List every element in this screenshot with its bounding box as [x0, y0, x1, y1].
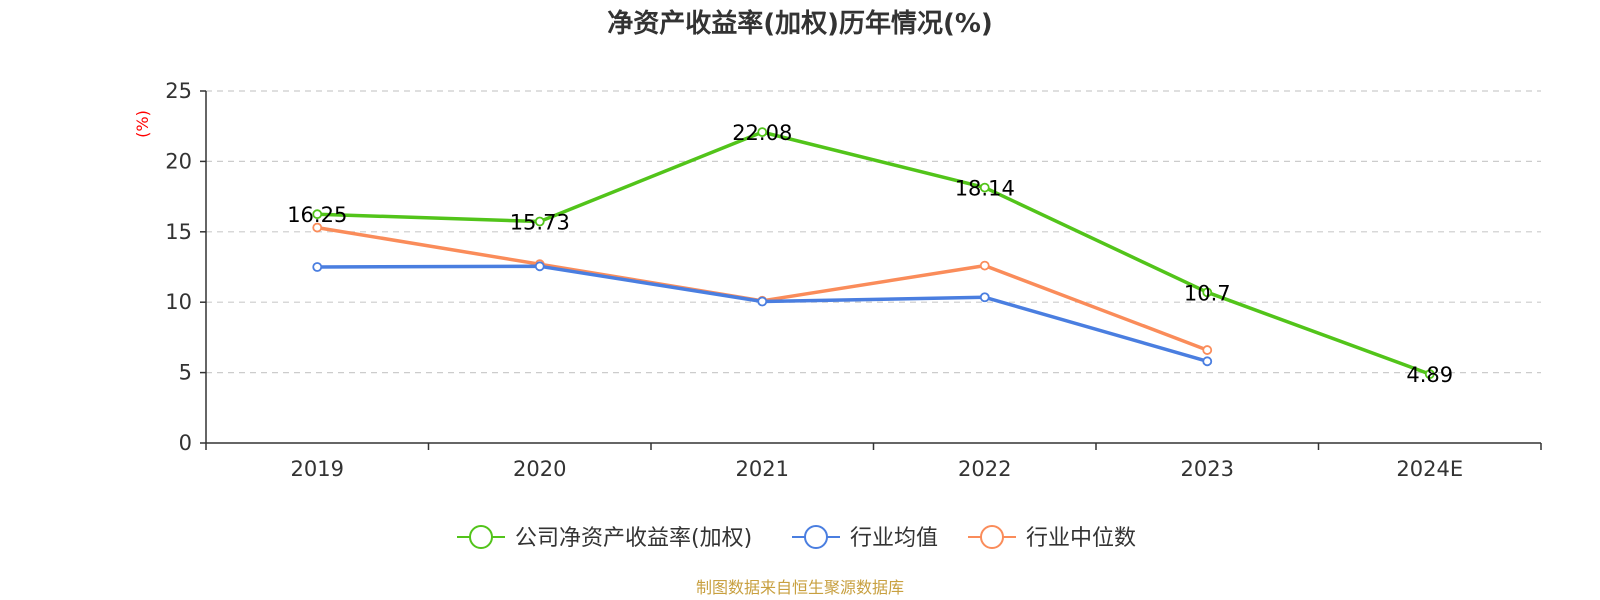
data-label: 22.08	[732, 121, 792, 145]
data-point	[1202, 356, 1213, 367]
x-tick-label: 2020	[513, 457, 566, 481]
data-point	[312, 262, 323, 272]
series-group	[312, 127, 1435, 380]
data-point	[1202, 345, 1213, 355]
legend-marker	[980, 525, 1004, 549]
x-tick-label: 2022	[958, 457, 1011, 481]
data-point	[1202, 287, 1213, 298]
data-label: 10.7	[1184, 281, 1231, 305]
data-point	[312, 209, 323, 220]
x-tick-label: 2019	[291, 457, 344, 481]
legend-item: 行业均值	[792, 525, 938, 551]
series-lines	[312, 127, 1435, 380]
data-point	[534, 216, 545, 227]
legend-label: 公司净资产收益率(加权)	[515, 526, 752, 551]
data-label: 18.14	[955, 177, 1015, 201]
legend-label: 行业均值	[850, 526, 938, 551]
data-labels: 16.25 15.73 22.08 18.14 10.7 4.89	[287, 121, 1453, 387]
legend-item: 公司净资产收益率(加权)	[457, 525, 752, 551]
data-point	[979, 182, 990, 193]
data-point	[979, 292, 990, 303]
y-tick-label: 15	[165, 220, 192, 244]
data-point	[979, 260, 990, 271]
legend-marker	[469, 525, 493, 549]
series-line	[317, 264, 1208, 363]
y-tick-label: 0	[179, 431, 192, 455]
data-label: 16.25	[287, 203, 347, 227]
legend-marker	[804, 525, 828, 549]
y-tick-label: 25	[165, 79, 192, 103]
y-axis-unit-label: (%)	[133, 110, 152, 138]
data-label: 4.89	[1406, 363, 1453, 387]
data-point	[312, 222, 323, 233]
axes: 0 5 10 15 20 25 2019 2020 2021 2022 2023 2024E	[165, 79, 1542, 481]
series-line	[317, 225, 1208, 352]
series-line	[317, 130, 1431, 376]
series-group	[312, 222, 1213, 355]
y-tick-label: 20	[165, 149, 192, 173]
x-tick-label: 2021	[736, 457, 789, 481]
data-point	[534, 261, 545, 272]
legend-label: 行业中位数	[1026, 526, 1136, 551]
source-note: 制图数据来自恒生聚源数据库	[696, 578, 904, 597]
gridlines	[206, 90, 1541, 374]
data-label: 15.73	[510, 211, 570, 235]
data-point	[757, 296, 768, 307]
y-tick-label: 5	[179, 361, 192, 385]
data-point	[757, 127, 768, 138]
chart-title: 净资产收益率(加权)历年情况(%)	[607, 8, 993, 39]
x-tick-label: 2023	[1181, 457, 1234, 481]
data-point	[1424, 369, 1435, 380]
y-tick-label: 10	[165, 290, 192, 314]
legend-item: 行业中位数	[968, 525, 1136, 551]
legend: 公司净资产收益率(加权) 行业均值 行业中位数	[457, 525, 1136, 551]
x-tick-label: 2024E	[1396, 457, 1463, 481]
series-group	[312, 261, 1213, 367]
